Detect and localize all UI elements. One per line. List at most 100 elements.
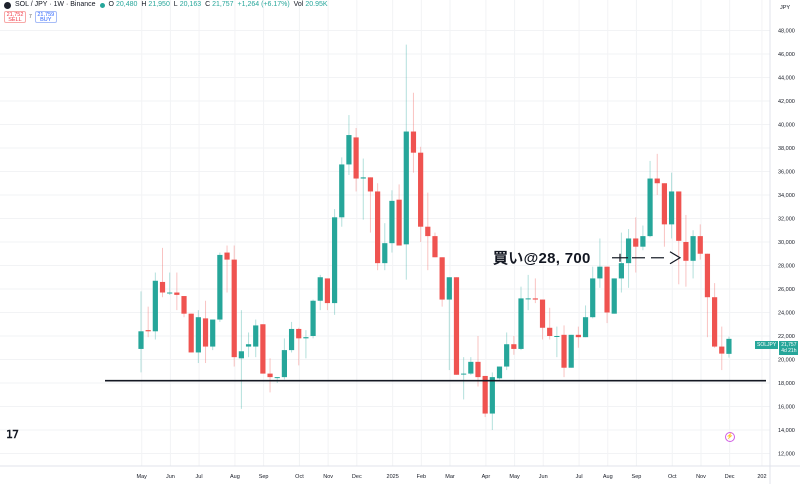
- candle-body: [210, 319, 216, 347]
- candle-body: [625, 238, 632, 264]
- candle-down: [676, 191, 682, 285]
- time-tick-label: Nov: [696, 474, 706, 480]
- time-tick-label: Nov: [323, 474, 333, 480]
- time-tick-label: Jul: [576, 474, 583, 480]
- time-axis[interactable]: May Jun Jul Aug Sep Oct Nov Dec 2025 Feb Mar Apr May…: [137, 474, 767, 480]
- price-tick-label: 24,000: [778, 310, 795, 316]
- candle-down: [145, 306, 151, 338]
- candle-body: [690, 236, 696, 261]
- candle-body: [224, 252, 230, 260]
- candle-down: [260, 324, 266, 374]
- event-bolt-icon[interactable]: ⚡: [725, 432, 735, 442]
- candle-down: [511, 335, 517, 355]
- tradingview-logo[interactable]: 𝟣𝟩: [6, 429, 19, 441]
- candle-up: [726, 336, 732, 358]
- candle-body: [317, 277, 323, 301]
- candle-body: [425, 226, 431, 237]
- candle-body: [188, 313, 194, 353]
- candle-body: [339, 164, 345, 218]
- candle-up: [597, 238, 603, 288]
- candle-down: [202, 300, 209, 364]
- candle-body: [539, 299, 546, 328]
- candle-down: [654, 153, 660, 195]
- candles: [138, 44, 732, 431]
- candle-down: [159, 247, 166, 298]
- volume-value: 20.95K: [305, 1, 328, 8]
- candle-body: [496, 366, 503, 379]
- candle-down: [439, 257, 445, 307]
- sell-button[interactable]: 21,752 SELL: [4, 11, 26, 23]
- candle-up: [195, 310, 201, 364]
- candle-body: [353, 137, 359, 179]
- candle-body: [597, 266, 603, 279]
- candle-up: [611, 278, 617, 314]
- candle-up: [210, 319, 216, 351]
- candle-body: [238, 351, 244, 359]
- candle-body: [575, 334, 581, 338]
- price-tick-label: 22,000: [778, 334, 795, 340]
- legend-header: SOL / JPY · 1W · Binance O 20,480 H 21,950…: [4, 1, 330, 9]
- time-tick-label: Aug: [603, 474, 613, 480]
- candle-body: [504, 344, 510, 367]
- candle-body: [152, 280, 158, 332]
- candle-down: [353, 128, 359, 192]
- candle-up: [518, 286, 524, 351]
- candle-body: [633, 238, 639, 247]
- candle-body: [532, 298, 538, 300]
- candle-body: [640, 236, 646, 247]
- candle-body: [389, 200, 395, 244]
- candle-down: [683, 214, 689, 287]
- candle-body: [461, 373, 467, 375]
- time-tick-label: Aug: [230, 474, 240, 480]
- candle-up: [625, 229, 632, 288]
- time-tick-label: Sep: [259, 474, 269, 480]
- price-tag-countdown: 4d 21h: [781, 348, 797, 354]
- candle-up: [167, 272, 173, 295]
- candle-up: [554, 326, 560, 358]
- price-tick-label: 38,000: [778, 146, 795, 152]
- candle-body: [683, 241, 689, 261]
- candle-body: [604, 266, 610, 313]
- time-tick-label: Jun: [539, 474, 548, 480]
- candle-body: [145, 330, 151, 332]
- high-value: 21,950: [148, 1, 170, 8]
- candle-body: [453, 277, 460, 375]
- candle-up: [217, 252, 223, 322]
- candle-up: [640, 225, 646, 251]
- candle-up: [590, 266, 596, 319]
- price-tick-label: 48,000: [778, 28, 795, 34]
- candle-body: [217, 254, 223, 320]
- high-label: H: [141, 1, 147, 8]
- candle-body: [618, 263, 624, 279]
- price-axis[interactable]: 48,000 46,000 44,000 42,000 40,000 38,000 36,0…: [778, 28, 795, 457]
- candle-up: [582, 305, 589, 338]
- buy-arrow[interactable]: [612, 251, 682, 265]
- candle-down: [575, 326, 581, 348]
- candle-up: [281, 338, 287, 380]
- candle-body: [489, 377, 495, 414]
- candle-down: [296, 327, 302, 366]
- price-tag-value: 21,757 4d 21h: [779, 341, 799, 355]
- candle-up: [310, 299, 316, 339]
- candle-body: [367, 177, 374, 192]
- buy-button[interactable]: 21,759 BUY: [34, 11, 57, 23]
- price-tick-label: 32,000: [778, 216, 795, 222]
- spread: 7: [29, 14, 32, 20]
- buy-price: 21,759: [37, 11, 55, 18]
- buy-annotation[interactable]: 買い@28, 700: [493, 250, 591, 267]
- open-value: 20,480: [115, 1, 138, 8]
- price-tick-label: 14,000: [778, 428, 795, 434]
- symbol-title[interactable]: SOL / JPY · 1W · Binance: [15, 1, 96, 8]
- price-tick-label: 28,000: [778, 263, 795, 269]
- candle-down: [432, 232, 438, 258]
- candle-down: [475, 335, 481, 387]
- candle-down: [661, 183, 668, 247]
- time-tick-label: Jun: [166, 474, 175, 480]
- candle-down: [719, 326, 725, 371]
- candle-down: [532, 278, 538, 304]
- candle-body: [446, 277, 452, 300]
- price-tick-label: 34,000: [778, 193, 795, 199]
- candle-body: [611, 278, 617, 314]
- candle-body: [375, 191, 381, 264]
